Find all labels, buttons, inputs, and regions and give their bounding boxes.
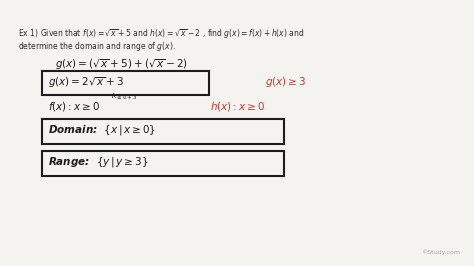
Text: $g(x)= 2\sqrt{x} +3$: $g(x)= 2\sqrt{x} +3$	[48, 75, 124, 90]
Text: ©Study.com: ©Study.com	[421, 249, 460, 255]
Text: Ex 1) Given that $f(x) = \sqrt{x}+ 5$ and $h(x) = \sqrt{x}- 2$ , find $g(x) = f(: Ex 1) Given that $f(x) = \sqrt{x}+ 5$ an…	[18, 28, 304, 41]
Text: Domain:  $\{x\,|\,x \geq 0\}$: Domain: $\{x\,|\,x \geq 0\}$	[48, 123, 156, 137]
Text: Range:  $\{y\,|\,y \geq 3\}$: Range: $\{y\,|\,y \geq 3\}$	[48, 155, 149, 169]
Text: $h(x): x \geq 0$: $h(x): x \geq 0$	[210, 100, 265, 113]
Text: $f(x): x \geq 0$: $f(x): x \geq 0$	[48, 100, 100, 113]
Text: $g(x) \geq 3$: $g(x) \geq 3$	[265, 75, 306, 89]
Text: $g(x) = (\sqrt{x}+5) + (\sqrt{x}-2)$: $g(x) = (\sqrt{x}+5) + (\sqrt{x}-2)$	[55, 57, 188, 72]
Text: determine the domain and range of $g(x)$.: determine the domain and range of $g(x)$…	[18, 40, 176, 53]
Text: $\wedge_{\geq 0+3}$: $\wedge_{\geq 0+3}$	[110, 91, 137, 102]
